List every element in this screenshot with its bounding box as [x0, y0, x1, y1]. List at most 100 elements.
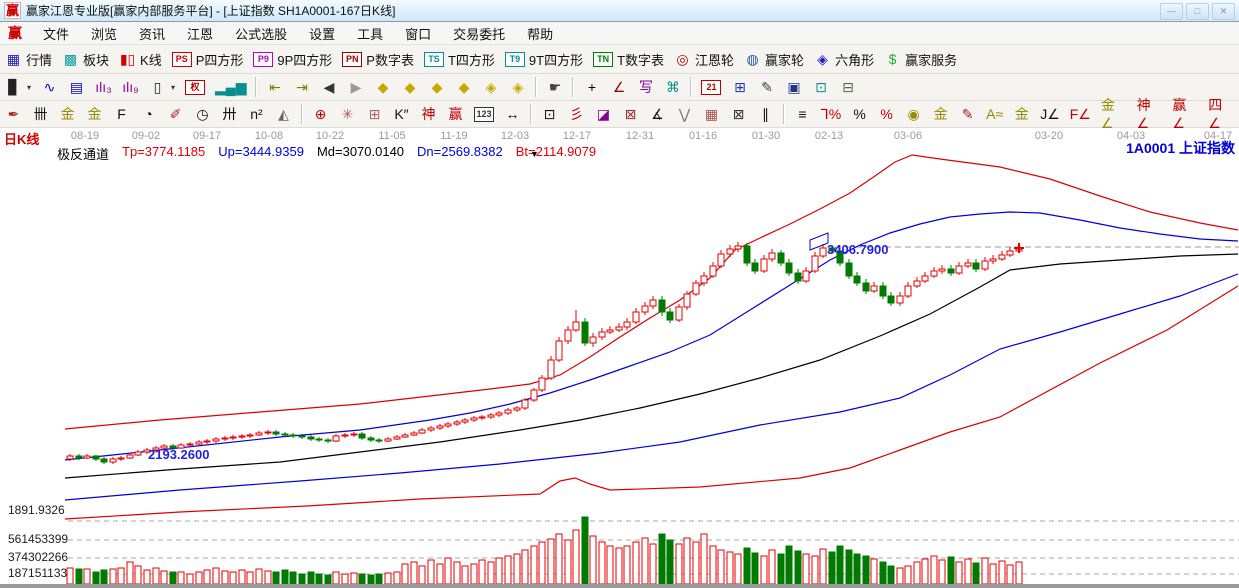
- notes-button[interactable]: ✎: [753, 76, 780, 98]
- crosshair-button[interactable]: +: [578, 76, 605, 98]
- indicator-name[interactable]: 极反通道: [57, 147, 110, 162]
- k-quote-button[interactable]: K″: [388, 103, 415, 125]
- calendar-21-button[interactable]: 21: [696, 76, 726, 98]
- last-page-button[interactable]: ⇥: [288, 76, 315, 98]
- next-page-button[interactable]: ▶: [342, 76, 369, 98]
- pen-flag-button[interactable]: ✎: [954, 103, 981, 125]
- menu-item-10[interactable]: 帮助: [527, 26, 554, 42]
- minute-bars-9-button[interactable]: ılı₉: [117, 76, 144, 98]
- percent-x-button[interactable]: ⅂%: [816, 103, 846, 125]
- menu-item-7[interactable]: 工具: [357, 26, 384, 42]
- candle-style-button[interactable]: ▯ ▾: [144, 76, 180, 98]
- menu-item-3[interactable]: 资讯: [139, 26, 166, 42]
- grid-red-button[interactable]: ▦: [698, 103, 725, 125]
- gann-fan-button[interactable]: 彡: [563, 103, 590, 125]
- shift-left-button[interactable]: ◆: [369, 76, 396, 98]
- sectors-button[interactable]: ▩ 板块: [57, 48, 114, 70]
- width-arrows-button[interactable]: ↔: [499, 103, 526, 125]
- p-number-table-button[interactable]: PN P数字表: [337, 48, 419, 70]
- menu-item-2[interactable]: 浏览: [91, 26, 118, 42]
- indicator-dropdown-caret[interactable]: ▼: [530, 149, 539, 159]
- box-lines-button[interactable]: ⊠: [617, 103, 644, 125]
- period-select-button[interactable]: ▊ ▾: [0, 76, 36, 98]
- prev-page-button[interactable]: ◀: [315, 76, 342, 98]
- grid-frame-button[interactable]: ⊡: [536, 103, 563, 125]
- box-fan-button[interactable]: ◪: [590, 103, 617, 125]
- four-angle-button[interactable]: 四∠: [1203, 97, 1239, 131]
- comb-scale-button[interactable]: 卌: [27, 103, 54, 125]
- price-bars-button[interactable]: ≡: [789, 103, 816, 125]
- gann-wheel-button[interactable]: ◎ 江恩轮: [669, 48, 739, 70]
- f-angle-button[interactable]: F∠: [1065, 103, 1096, 125]
- chart-area[interactable]: 日K线 08-19 09-02 09-17 10-08 10-22 11-05 11-19 1…: [0, 128, 1239, 588]
- expand-horizontal-button[interactable]: ◆: [423, 76, 450, 98]
- ying-angle-button[interactable]: 赢∠: [1167, 97, 1203, 131]
- quote-table-button[interactable]: ▦ 行情: [0, 48, 57, 70]
- maximize-button[interactable]: □: [1186, 3, 1209, 20]
- shen-tool-button[interactable]: 神: [415, 103, 442, 125]
- gann-tool-button[interactable]: ⌘: [659, 76, 686, 98]
- grid-target-button[interactable]: ⊞: [361, 103, 388, 125]
- gold-comb-1-button[interactable]: 金: [54, 103, 81, 125]
- ying-tool-button[interactable]: 赢: [442, 103, 469, 125]
- angle-line-tool-button[interactable]: ∠: [605, 76, 632, 98]
- kline-chart-canvas[interactable]: [0, 128, 1239, 588]
- t9-square-button[interactable]: T9 9T四方形: [500, 48, 588, 70]
- t-number-table-button[interactable]: TN T数字表: [588, 48, 669, 70]
- gold-comb-2-button[interactable]: 金: [81, 103, 108, 125]
- star-burst-button[interactable]: ✳: [334, 103, 361, 125]
- menu-item-8[interactable]: 窗口: [405, 26, 432, 42]
- draw-tool-button[interactable]: 写: [632, 76, 659, 98]
- time-clock-button[interactable]: ◷: [189, 103, 216, 125]
- j-angle-button[interactable]: J∠: [1035, 103, 1065, 125]
- ex-rights-button[interactable]: 权: [180, 76, 210, 98]
- f-comb-button[interactable]: F: [108, 103, 135, 125]
- menu-item-5[interactable]: 公式选股: [235, 26, 288, 42]
- ruler-comb-button[interactable]: 卅: [216, 103, 243, 125]
- parallel-lines-button[interactable]: ∥: [752, 103, 779, 125]
- grid-arrow-button[interactable]: ⊠: [725, 103, 752, 125]
- compress-view-button[interactable]: ◈: [477, 76, 504, 98]
- angle-mirror-button[interactable]: ◭: [270, 103, 297, 125]
- percent-button[interactable]: %: [846, 103, 873, 125]
- gold-line-button[interactable]: 金: [927, 103, 954, 125]
- menu-item-4[interactable]: 江恩: [187, 26, 214, 42]
- print-button[interactable]: ⊟: [834, 76, 861, 98]
- close-button[interactable]: ✕: [1212, 3, 1235, 20]
- kline-button[interactable]: ▮▯ K线: [114, 48, 167, 70]
- t-square-button[interactable]: TS T四方形: [419, 48, 500, 70]
- winner-wheel-button[interactable]: ◍ 赢家轮: [739, 48, 809, 70]
- save-button[interactable]: ▣: [780, 76, 807, 98]
- menu-item-9[interactable]: 交易委托: [453, 26, 506, 42]
- volume-histogram-button[interactable]: ▂▄▆: [210, 76, 251, 98]
- angle-lines-button[interactable]: ∡: [644, 103, 671, 125]
- shift-right-button[interactable]: ◆: [396, 76, 423, 98]
- intraday-chart-button[interactable]: ∿: [36, 76, 63, 98]
- shrink-horizontal-button[interactable]: ◆: [450, 76, 477, 98]
- quote-board-button[interactable]: ▤: [63, 76, 90, 98]
- v-dots-button[interactable]: ⋁: [671, 103, 698, 125]
- target-cross-button[interactable]: ⊕: [307, 103, 334, 125]
- pen-angle-button[interactable]: ✐: [162, 103, 189, 125]
- winner-service-button[interactable]: $ 赢家服务: [879, 48, 962, 70]
- gold-angle-button[interactable]: 金∠: [1096, 97, 1132, 131]
- shen-angle-button[interactable]: 神∠: [1132, 97, 1168, 131]
- ruler-123-button[interactable]: 123: [469, 103, 499, 125]
- gold-underline-button[interactable]: 金: [1008, 103, 1035, 125]
- p9-square-button[interactable]: P9 9P四方形: [248, 48, 337, 70]
- drag-hand-button[interactable]: ☛: [541, 76, 568, 98]
- calculator-button[interactable]: ⊞: [726, 76, 753, 98]
- n-squared-button[interactable]: n²: [243, 103, 270, 125]
- a-wave-button[interactable]: A≈: [981, 103, 1008, 125]
- p-square-button[interactable]: PS P四方形: [167, 48, 249, 70]
- screenshot-button[interactable]: ⊡: [807, 76, 834, 98]
- spiral-tool-button[interactable]: ◔: [135, 103, 162, 125]
- minute-bars-3-button[interactable]: ılı₃: [90, 76, 117, 98]
- percent-line-button[interactable]: %: [873, 103, 900, 125]
- menu-item-6[interactable]: 设置: [309, 26, 336, 42]
- menu-item-1[interactable]: 文件: [43, 26, 70, 42]
- hexagon-button[interactable]: ◈ 六角形: [809, 48, 879, 70]
- minimize-button[interactable]: —: [1160, 3, 1183, 20]
- brush-tool-button[interactable]: ✒: [0, 103, 27, 125]
- first-page-button[interactable]: ⇤: [261, 76, 288, 98]
